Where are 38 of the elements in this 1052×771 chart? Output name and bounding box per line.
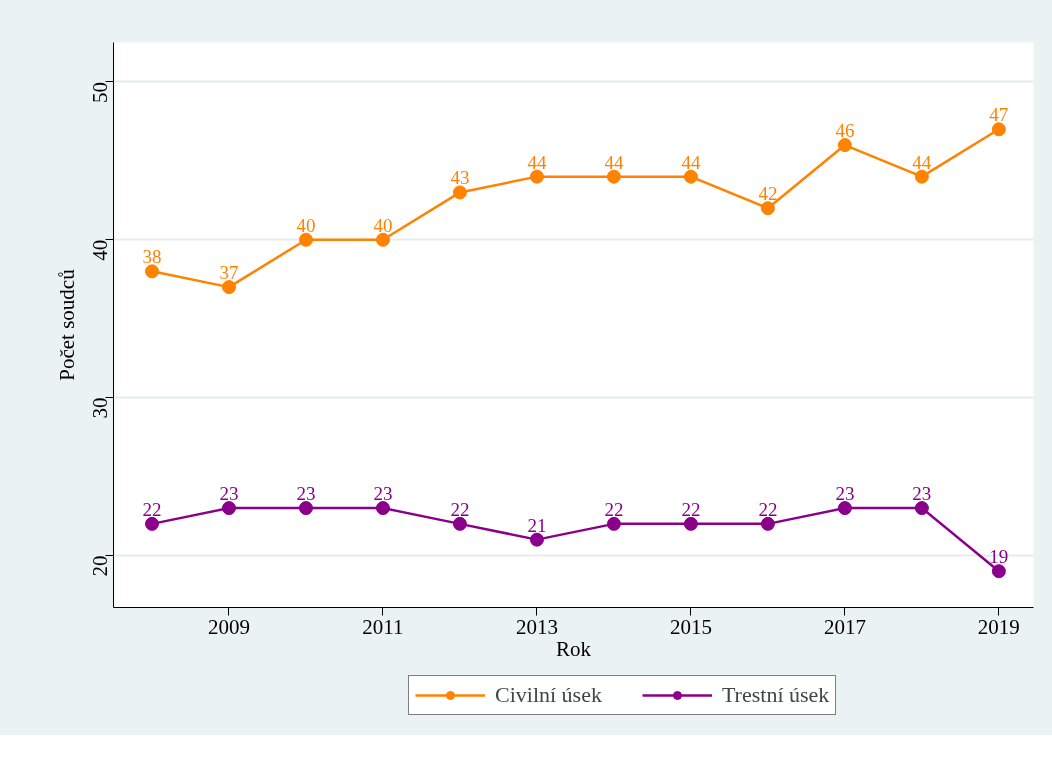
data-label: 44 xyxy=(527,151,547,173)
x-tick-label: 2015 xyxy=(669,614,712,639)
x-tick-label: 2009 xyxy=(207,614,250,639)
data-label: 38 xyxy=(142,246,162,268)
data-label: 23 xyxy=(296,483,316,505)
data-label: 47 xyxy=(989,104,1009,126)
data-label: 40 xyxy=(296,214,316,236)
data-label: 22 xyxy=(142,498,162,520)
data-label: 23 xyxy=(373,483,393,505)
x-axis-title: Rok xyxy=(556,636,592,661)
y-tick-label: 30 xyxy=(88,397,113,419)
data-label: 37 xyxy=(219,262,239,284)
data-label: 44 xyxy=(912,151,932,173)
data-label: 40 xyxy=(373,214,393,236)
data-label: 44 xyxy=(681,151,701,173)
data-label: 44 xyxy=(604,151,624,173)
data-label: 21 xyxy=(527,514,547,536)
data-label: 22 xyxy=(758,498,778,520)
data-label: 46 xyxy=(835,120,855,142)
data-label: 43 xyxy=(450,167,470,189)
x-tick-label: 2013 xyxy=(515,614,558,639)
y-tick-label: 40 xyxy=(88,239,113,261)
y-tick-label: 50 xyxy=(88,81,113,103)
data-label: 22 xyxy=(450,498,470,520)
x-tick-label: 2011 xyxy=(362,614,404,639)
data-label: 22 xyxy=(604,498,624,520)
data-label: 42 xyxy=(758,183,778,205)
data-label: 23 xyxy=(219,483,239,505)
data-label: 23 xyxy=(912,483,932,505)
data-label: 22 xyxy=(681,498,701,520)
legend-label: Trestní úsek xyxy=(721,682,830,708)
legend-label: Civilní úsek xyxy=(495,682,602,708)
x-tick-label: 2017 xyxy=(823,614,866,639)
y-tick-label: 20 xyxy=(88,555,113,577)
y-axis-title: Počet soudců xyxy=(54,268,79,381)
data-label: 23 xyxy=(835,483,855,505)
x-tick-label: 2019 xyxy=(977,614,1020,639)
data-label: 19 xyxy=(989,546,1009,568)
